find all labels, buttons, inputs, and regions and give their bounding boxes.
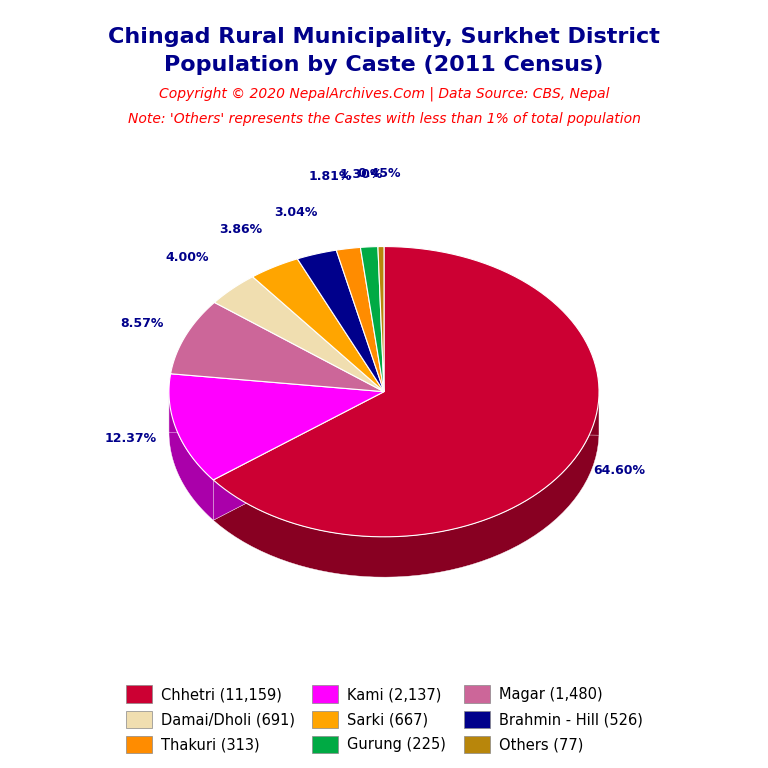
Text: 3.04%: 3.04% bbox=[275, 206, 318, 219]
Text: 3.86%: 3.86% bbox=[220, 223, 263, 236]
Text: 1.81%: 1.81% bbox=[309, 170, 352, 184]
Polygon shape bbox=[169, 374, 384, 480]
Polygon shape bbox=[170, 303, 384, 392]
Polygon shape bbox=[360, 247, 384, 392]
Text: Population by Caste (2011 Census): Population by Caste (2011 Census) bbox=[164, 55, 604, 75]
Polygon shape bbox=[214, 392, 384, 520]
Text: 4.00%: 4.00% bbox=[165, 251, 209, 264]
Text: Copyright © 2020 NepalArchives.Com | Data Source: CBS, Nepal: Copyright © 2020 NepalArchives.Com | Dat… bbox=[159, 86, 609, 101]
Text: 64.60%: 64.60% bbox=[593, 464, 645, 477]
Polygon shape bbox=[169, 392, 384, 432]
Polygon shape bbox=[336, 247, 384, 392]
Text: 12.37%: 12.37% bbox=[104, 432, 157, 445]
Polygon shape bbox=[253, 259, 384, 392]
Polygon shape bbox=[169, 392, 214, 520]
Text: Note: 'Others' represents the Castes with less than 1% of total population: Note: 'Others' represents the Castes wit… bbox=[127, 112, 641, 126]
Text: 0.45%: 0.45% bbox=[358, 167, 401, 180]
Polygon shape bbox=[214, 276, 384, 392]
Legend: Chhetri (11,159), Damai/Dholi (691), Thakuri (313), Kami (2,137), Sarki (667), G: Chhetri (11,159), Damai/Dholi (691), Tha… bbox=[118, 678, 650, 761]
Polygon shape bbox=[384, 392, 599, 435]
Polygon shape bbox=[214, 247, 599, 537]
Polygon shape bbox=[214, 395, 599, 577]
Text: Chingad Rural Municipality, Surkhet District: Chingad Rural Municipality, Surkhet Dist… bbox=[108, 27, 660, 47]
Polygon shape bbox=[297, 250, 384, 392]
Text: 8.57%: 8.57% bbox=[120, 317, 164, 330]
Polygon shape bbox=[378, 247, 384, 392]
Polygon shape bbox=[214, 392, 384, 520]
Text: 1.30%: 1.30% bbox=[340, 168, 383, 181]
